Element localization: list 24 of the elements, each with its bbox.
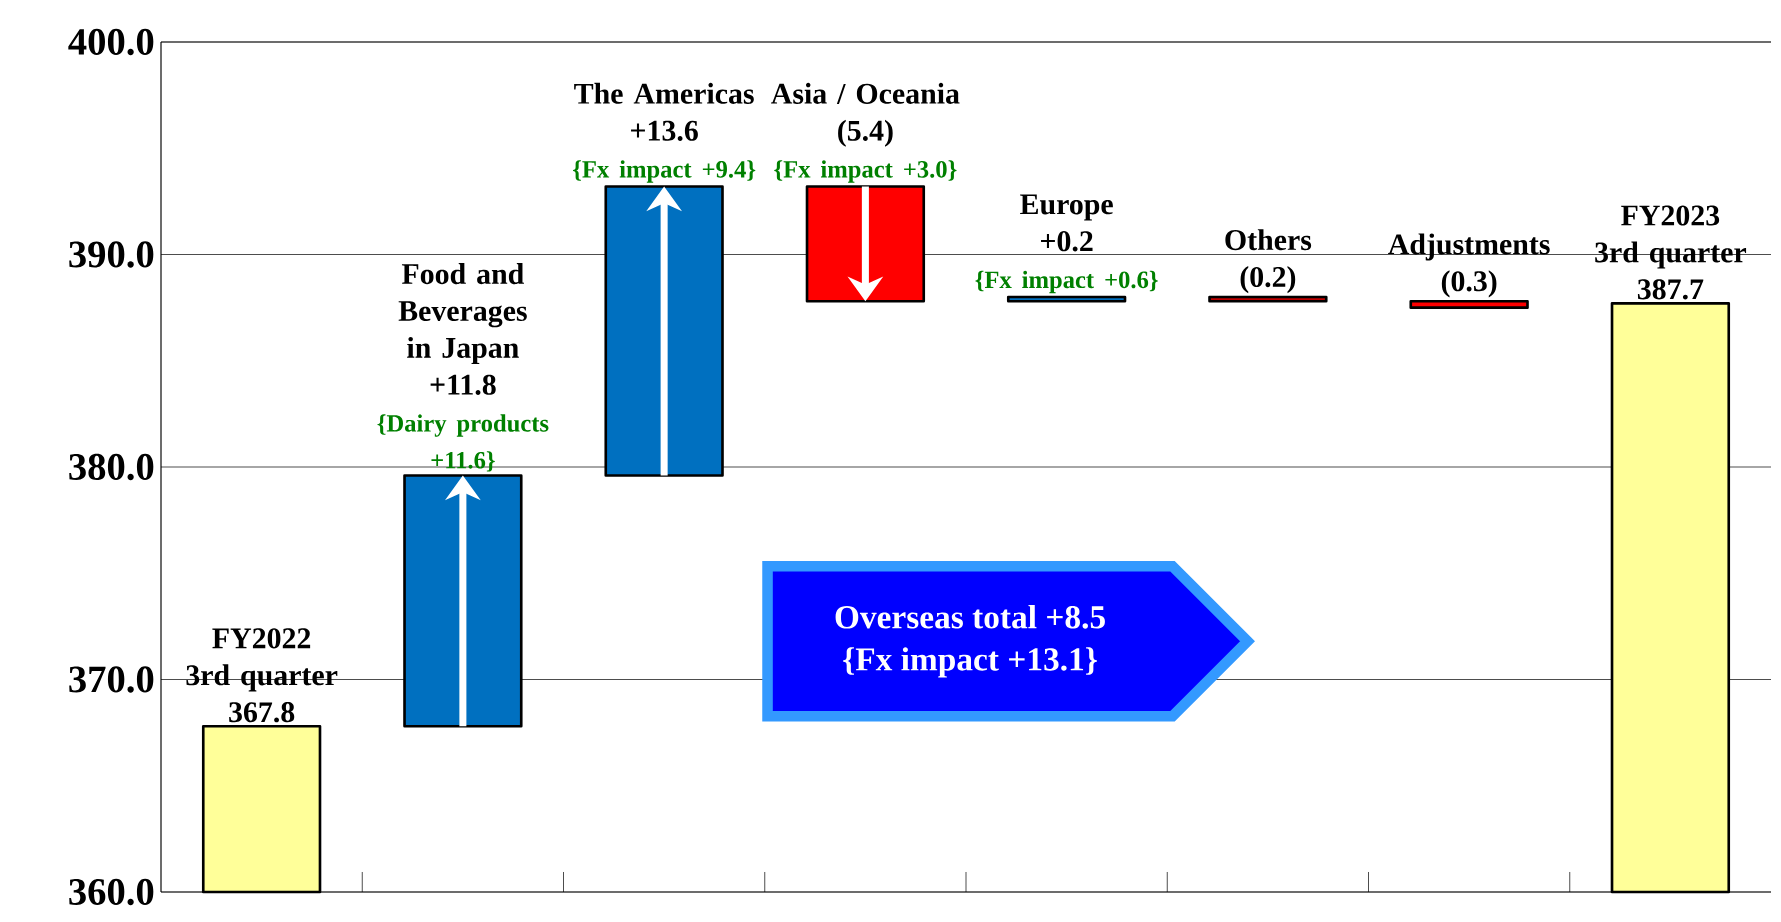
annotation: {Fx impact +13.1} — [843, 647, 1097, 678]
annotation: {Fx impact +3.0} — [774, 160, 957, 183]
annotation: {Fx impact +0.6} — [975, 270, 1158, 294]
y-tick-label: 370.0 — [69, 666, 154, 693]
data-label: +13.6 — [631, 120, 698, 141]
y-tick-label: 400.0 — [68, 28, 154, 56]
annotation: {Fx impact +9.4} — [573, 160, 756, 183]
x-tick-label: Europe — [1020, 194, 1113, 221]
data-label: +0.2 — [1041, 231, 1093, 252]
y-tick-label: 360.0 — [69, 878, 154, 906]
data-label: (0.3) — [1441, 270, 1497, 298]
x-tick-label: Others — [1225, 229, 1312, 251]
x-tick-label: Asia / Oceania — [771, 82, 960, 104]
data-label: 387.7 — [1637, 279, 1704, 300]
y-tick-label: 390.0 — [69, 241, 154, 268]
y-tick-label: 380.0 — [69, 453, 154, 481]
x-tick-label: The Americas — [574, 82, 754, 104]
x-tick-label: Food and Beverages in Japan — [398, 263, 527, 364]
data-label: (0.2) — [1240, 266, 1296, 294]
annotation: Overseas total +8.5 — [835, 605, 1105, 629]
annotation: {Dairy products +11.6} — [377, 414, 549, 472]
data-label: +11.8 — [430, 374, 496, 395]
data-label: 367.8 — [229, 702, 295, 723]
data-label: (5.4) — [838, 119, 893, 147]
